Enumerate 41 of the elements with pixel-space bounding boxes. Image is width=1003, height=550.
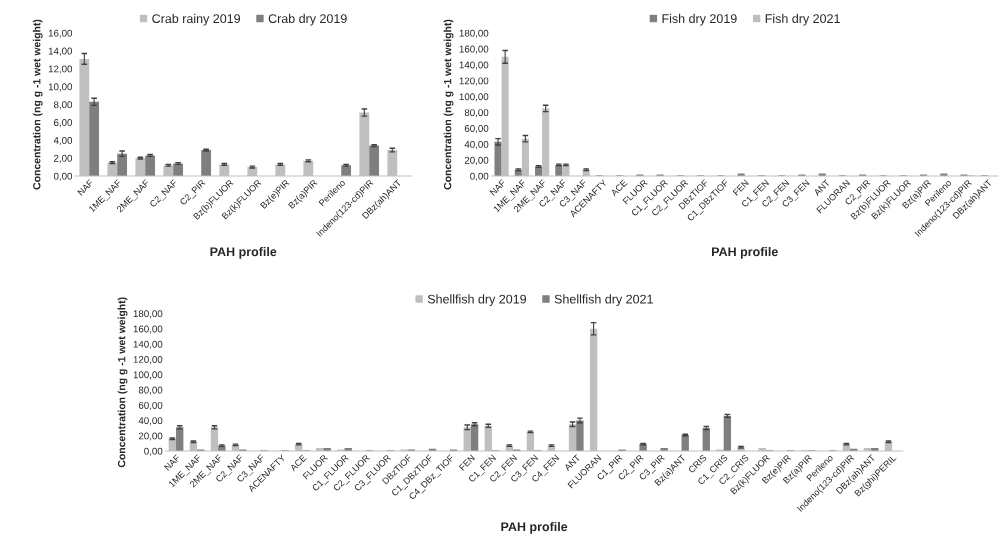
y-tick-label: 100,00: [133, 371, 163, 380]
y-tick-label: 4,00: [53, 136, 73, 146]
y-tick-label: 120,00: [459, 77, 489, 86]
y-axis-title: Concentration (ng g -1 wet weight): [32, 19, 43, 190]
y-tick-label: 180,00: [133, 310, 163, 319]
y-tick-label: 0,00: [53, 172, 73, 181]
y-tick-label: 0,00: [470, 172, 489, 181]
x-axis-title: PAH profile: [210, 246, 277, 259]
y-tick-label: 20,00: [138, 432, 163, 441]
legend-label: Fish dry 2019: [662, 13, 737, 26]
y-tick-label: 6,00: [54, 119, 73, 128]
y-tick-label: 60,00: [464, 125, 489, 134]
y-tick-label: 40,00: [138, 417, 163, 426]
y-axis-title: Concentration (ng g -1 wet weight): [443, 19, 454, 190]
y-tick-label: 120,00: [133, 356, 163, 365]
y-tick-label: 160,00: [133, 325, 163, 334]
y-tick-label: 60,00: [138, 401, 163, 410]
y-tick-label: 12,00: [48, 65, 73, 74]
y-tick-label: 80,00: [138, 386, 163, 395]
y-tick-label: 80,00: [464, 109, 489, 118]
y-tick-label: 140,00: [133, 340, 163, 349]
y-tick-label: 0,00: [144, 447, 163, 456]
legend-label: Crab rainy 2019: [152, 13, 241, 26]
y-tick-label: 40,00: [464, 140, 489, 149]
legend-label: Shellfish dry 2019: [427, 294, 527, 306]
y-tick-label: 20,00: [464, 156, 489, 165]
legend-label: Crab dry 2019: [268, 13, 347, 26]
y-tick-label: 8,00: [53, 101, 73, 110]
legend-label: Shellfish dry 2021: [554, 294, 653, 306]
y-tick-label: 140,00: [459, 61, 489, 70]
y-tick-label: 160,00: [459, 45, 489, 54]
y-tick-label: 16,00: [48, 29, 73, 38]
legend-label: Fish dry 2021: [765, 13, 840, 26]
y-tick-label: 14,00: [48, 47, 73, 56]
y-tick-label: 180,00: [459, 29, 489, 38]
y-tick-label: 2,00: [54, 154, 73, 163]
y-axis-title: Concentration (ng g -1 wet weight): [117, 297, 128, 468]
y-tick-label: 100,00: [459, 93, 489, 102]
y-tick-label: 10,00: [48, 83, 73, 92]
x-axis-title: PAH profile: [501, 521, 568, 534]
x-axis-title: PAH profile: [712, 246, 778, 259]
